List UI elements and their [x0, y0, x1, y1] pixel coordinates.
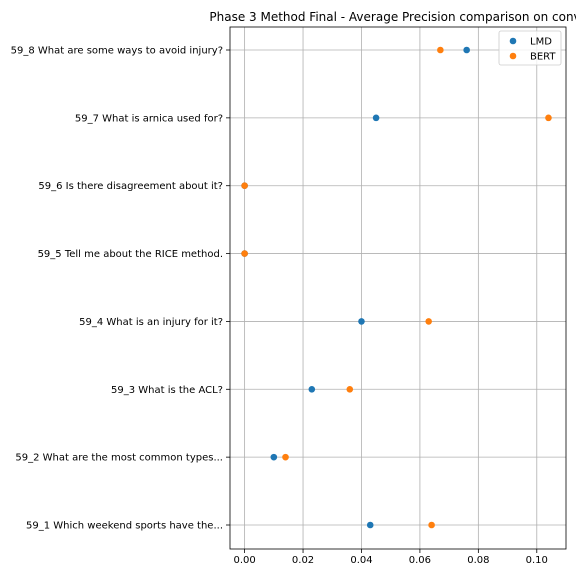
y-tick-label: 59_5 Tell me about the RICE method. [38, 249, 223, 260]
y-tick-label: 59_4 What is an injury for it? [79, 317, 223, 328]
y-tick-label: 59_3 What is the ACL? [111, 385, 223, 396]
data-point-bert [241, 182, 248, 190]
data-point-bert [346, 385, 354, 393]
legend-marker [509, 37, 517, 45]
data-point-lmd [366, 521, 374, 529]
data-point-bert [545, 114, 552, 122]
y-tick-label: 59_8 What are some ways to avoid injury? [11, 46, 223, 57]
legend-label: BERT [530, 52, 556, 63]
y-axis-tick-labels: 59_1 Which weekend sports have the... 59_… [11, 46, 230, 532]
x-tick-label: 0.02 [292, 555, 314, 566]
data-point-lmd [463, 46, 470, 54]
chart-title: Phase 3 Method Final - Average Precision… [209, 10, 576, 24]
y-tick-label: 59_6 Is there disagreement about it? [38, 181, 223, 192]
legend-marker [509, 52, 517, 60]
data-point-lmd [372, 114, 380, 122]
data-point-bert [425, 318, 432, 325]
legend-label: LMD [530, 37, 552, 48]
data-point-bert [241, 250, 248, 257]
x-tick-label: 0.06 [409, 555, 431, 566]
plot-frame [229, 26, 567, 550]
data-point-bert [428, 521, 435, 529]
y-tick-label: 59_7 What is arnica used for? [75, 113, 223, 124]
x-axis-tick-labels: 0.00 0.02 0.04 0.06 0.08 0.10 [233, 549, 548, 566]
x-tick-label: 0.10 [526, 555, 548, 566]
x-tick-label: 0.04 [350, 555, 372, 566]
data-point-bert [282, 453, 289, 461]
x-tick-label: 0.00 [233, 555, 255, 566]
data-point-lmd [270, 453, 278, 461]
legend: LMD BERT [498, 30, 562, 66]
y-tick-label: 59_2 What are the most common types... [15, 453, 223, 464]
data-point-lmd [308, 385, 316, 393]
data-point-lmd [358, 318, 365, 325]
grid-lines [230, 27, 566, 549]
y-tick-label: 59_1 Which weekend sports have the... [26, 521, 223, 532]
data-point-bert [437, 46, 444, 54]
data-points [241, 46, 552, 529]
x-tick-label: 0.08 [467, 555, 489, 566]
